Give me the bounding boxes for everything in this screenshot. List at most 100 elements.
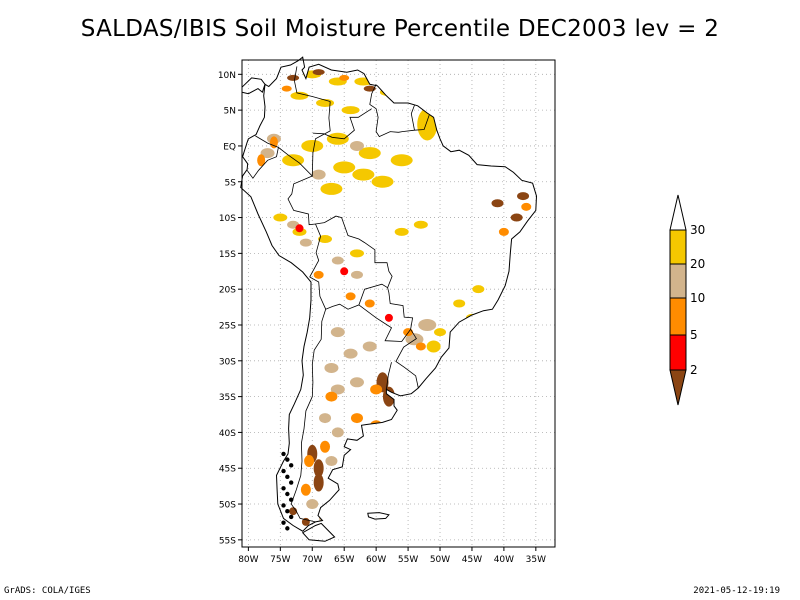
legend-swatch-5-10 [669,297,687,336]
patch-20-30 [390,154,413,167]
patch-10-20 [319,413,332,424]
national-border [246,147,279,179]
patch-5-10 [325,391,338,402]
patch-10-20 [330,327,345,338]
lon-tick-label: 45W [462,555,482,565]
patch-below-2 [517,192,530,201]
patch-5-10 [350,413,363,424]
axis-labels: 10N 5N EQ 5S 10S 15S 20S 25S 30S 35S 40S 45S 50S 55S8… [218,71,546,565]
national-border [290,309,327,523]
patch-10-20 [363,434,376,445]
coastline-and-borders [240,56,538,542]
patch-20-30 [273,213,288,222]
patch-10-20 [325,456,338,467]
lat-tick-label: 20S [219,286,236,296]
patch-below-2 [491,199,504,208]
patch-below-2 [510,213,523,222]
grid-lines [242,60,555,547]
lat-tick-label: 10S [219,214,236,224]
patch-20-30 [413,220,428,229]
patch-20-30 [426,340,441,353]
legend-label: 30 [690,223,705,237]
patch-10-20 [350,270,363,279]
map-frame [241,59,556,548]
legend-swatch-10-20 [669,263,687,299]
patch-10-20 [343,348,358,359]
legend-label: 5 [690,328,698,342]
patch-20-30 [352,168,375,181]
lat-tick-label: 25S [219,321,236,331]
patch-10-20 [331,256,344,265]
patch-below-2 [312,69,325,76]
footer-timestamp: 2021-05-12-19:19 [693,586,780,596]
lat-tick-label: 5S [225,178,237,188]
archipelago-island [281,486,286,491]
patch-20-30 [341,106,360,115]
lat-tick-label: 55S [219,536,236,546]
national-border [398,114,430,133]
patch-10-20 [349,377,364,388]
archipelago-island [285,508,290,514]
percentile-patches [257,69,532,526]
lat-tick-label: 50S [219,501,236,511]
legend-swatch-2-5 [669,334,687,371]
legend-swatch-20-30 [669,229,687,265]
archipelago-island [281,468,286,474]
archipelago-island [285,457,290,462]
patch-20-30 [358,147,381,160]
lat-tick-label: 35S [219,393,236,403]
patch-10-20 [306,499,319,510]
patch-5-10 [364,299,375,308]
patch-10-20 [330,384,345,395]
national-border [312,108,372,140]
patch-10-20 [324,362,339,373]
archipelago-island [288,514,294,520]
patch-5-10 [415,342,426,351]
patch-5-10 [320,440,331,453]
national-border [309,215,393,310]
patch-20-30 [320,182,343,195]
archipelago-island [285,526,290,531]
lon-tick-label: 65W [334,555,354,565]
patch-20-30 [394,227,409,236]
patch-below-2 [313,459,324,478]
falkland-islands-coastline [367,512,390,520]
patch-5-10 [300,483,311,496]
lon-tick-label: 70W [302,555,322,565]
patch-below-2 [313,473,324,492]
lon-tick-label: 60W [366,555,386,565]
patch-10-20 [349,140,364,151]
patch-5-10 [257,154,266,167]
patch-5-10 [345,292,356,301]
lat-tick-label: EQ [223,142,236,152]
patch-20-30 [290,91,309,100]
lat-tick-label: 15S [219,250,236,260]
patch-20-30 [349,249,364,258]
lat-tick-label: 45S [219,465,236,475]
patch-below-2 [363,85,376,92]
national-border [375,108,399,138]
patch-20-30 [326,132,349,145]
patch-20-30 [472,285,485,294]
south-america-coastline [240,56,538,532]
archipelago-island [281,503,286,508]
legend-label: 20 [690,257,705,271]
patch-5-10 [313,270,324,279]
national-border [293,66,331,102]
patch-5-10 [281,85,292,92]
national-border [287,175,322,278]
footer-credit: GrADS: COLA/IGES [4,586,91,596]
legend-label: 10 [690,291,705,305]
archipelago-island [281,451,286,457]
patch-20-30 [333,161,356,174]
patch-20-30 [371,175,394,188]
national-border [386,362,392,390]
lon-tick-label: 75W [270,555,290,565]
color-legend: 30 20 10 5 2 [669,194,705,406]
patch-20-30 [453,299,466,308]
national-border [358,287,414,342]
patch-2-5 [340,267,349,276]
patch-10-20 [405,333,424,346]
patch-2-5 [295,224,304,233]
patch-5-10 [521,202,532,211]
